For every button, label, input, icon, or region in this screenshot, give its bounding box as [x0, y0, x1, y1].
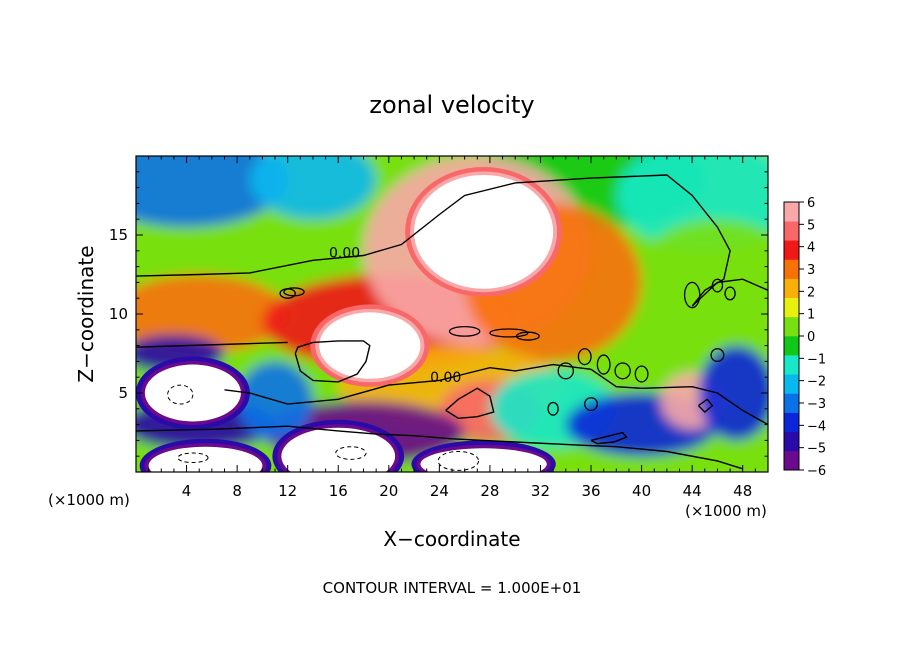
contour-ring [683, 281, 701, 309]
contour-ring [448, 325, 481, 337]
colorbar-segment [784, 278, 799, 299]
x-tick-label: 28 [480, 482, 499, 500]
colorbar-tick-label: −4 [807, 419, 826, 434]
field-blob [698, 345, 768, 441]
colorbar-segment [784, 297, 799, 318]
x-tick-label: 16 [329, 482, 348, 500]
colorbar-tick-label: 0 [807, 330, 815, 345]
contour-ring [634, 365, 649, 383]
velocity-field [136, 156, 768, 472]
x-tick-label: 32 [531, 482, 550, 500]
colorbar-tick-label: −3 [807, 397, 826, 412]
x-axis-label: X−coordinate [383, 527, 520, 551]
saturated-region [148, 446, 263, 472]
colorbar-segment [784, 259, 799, 279]
contour-line [224, 363, 768, 426]
colorbar-segment [784, 374, 799, 394]
contour-ring [515, 331, 540, 341]
contour-label: 0.00 [430, 370, 461, 386]
x-tick-label: 8 [232, 482, 242, 500]
colorbar-segment [784, 202, 799, 222]
colorbar-segment [784, 393, 799, 413]
x-tick-label: 4 [182, 482, 192, 500]
y-tick-label: 10 [109, 305, 128, 323]
contour-line [698, 398, 714, 413]
colorbar-tick-label: −5 [807, 442, 826, 457]
colorbar-tick-label: 5 [807, 218, 815, 233]
saturated-region [281, 427, 396, 472]
y-unit-label: (×1000 m) [48, 491, 130, 509]
y-tick-label: 15 [109, 226, 128, 244]
contour-line [590, 431, 628, 445]
contour-ring [577, 348, 592, 366]
contour-lines: 0.00 0.00 [136, 174, 768, 471]
colorbar-tick-label: −1 [807, 352, 826, 367]
x-tick-label: 48 [733, 482, 752, 500]
colorbar-tick-label: 6 [807, 196, 815, 211]
colorbar-segment [784, 412, 799, 433]
contour-dashed [335, 446, 367, 460]
colorbar-segment [784, 431, 799, 452]
contour-ring [724, 286, 736, 301]
contour-ring [557, 362, 574, 380]
saturated-region [420, 448, 547, 472]
contour-line [294, 340, 371, 383]
colorbar-tick-label: 1 [807, 308, 815, 323]
contour-interval-note: CONTOUR INTERVAL = 1.000E+01 [323, 579, 582, 597]
y-tick-label: 5 [118, 384, 128, 402]
field-blob [641, 219, 768, 314]
colorbar-segment [784, 355, 799, 375]
contour-ring [711, 278, 724, 293]
field-blob [249, 156, 377, 220]
contour-label: 0.00 [329, 245, 360, 261]
contour-dashed [437, 450, 480, 471]
colorbar-tick-label: 3 [807, 263, 815, 278]
contour-ring [584, 397, 599, 412]
x-unit-label: (×1000 m) [685, 502, 767, 520]
x-tick-label: 40 [632, 482, 651, 500]
contour-line [445, 387, 495, 420]
field-blob [136, 156, 288, 228]
contour-ring [614, 362, 631, 380]
colorbar-tick-label: −6 [807, 464, 826, 479]
contour-line [136, 425, 743, 470]
saturated-region [144, 364, 241, 422]
field-blob [136, 274, 288, 354]
contour-ring [489, 328, 529, 338]
y-axis-label: Z−coordinate [74, 245, 98, 382]
x-axis-ticks: 4 8 12 16 20 24 28 32 36 40 44 48 [148, 156, 756, 500]
contour-ring [710, 348, 725, 363]
y-axis-ticks: 5 10 15 [109, 171, 768, 457]
colorbar-segment [784, 316, 799, 337]
colorbar-segment [784, 336, 799, 356]
colorbar-tick-label: −2 [807, 375, 826, 390]
saturated-region [414, 174, 554, 289]
x-tick-label: 12 [278, 482, 297, 500]
colorbar-segment [784, 450, 799, 471]
contour-line [136, 341, 288, 348]
contour-line [136, 174, 768, 307]
contour-ring [547, 401, 559, 416]
contour-dashed [167, 384, 194, 405]
contour-dashed [177, 452, 209, 464]
x-tick-label: 44 [683, 482, 702, 500]
colorbar-tick-label: 2 [807, 285, 815, 300]
x-tick-label: 20 [379, 482, 398, 500]
colorbar-tick-label: 4 [807, 241, 815, 256]
colorbar: 6 5 4 3 2 1 0 −1 −2 −3 −4 −5 −6 [783, 196, 826, 479]
chart-title: zonal velocity [369, 91, 534, 119]
x-tick-label: 24 [430, 482, 449, 500]
contour-ring [596, 354, 611, 375]
contour-ring [279, 288, 296, 299]
x-tick-label: 36 [581, 482, 600, 500]
colorbar-segment [784, 240, 799, 260]
colorbar-segment [784, 221, 799, 241]
